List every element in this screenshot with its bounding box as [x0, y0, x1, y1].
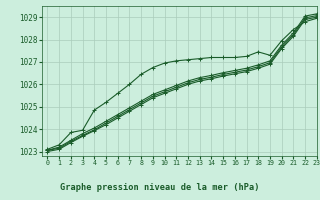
- Text: Graphe pression niveau de la mer (hPa): Graphe pression niveau de la mer (hPa): [60, 183, 260, 192]
